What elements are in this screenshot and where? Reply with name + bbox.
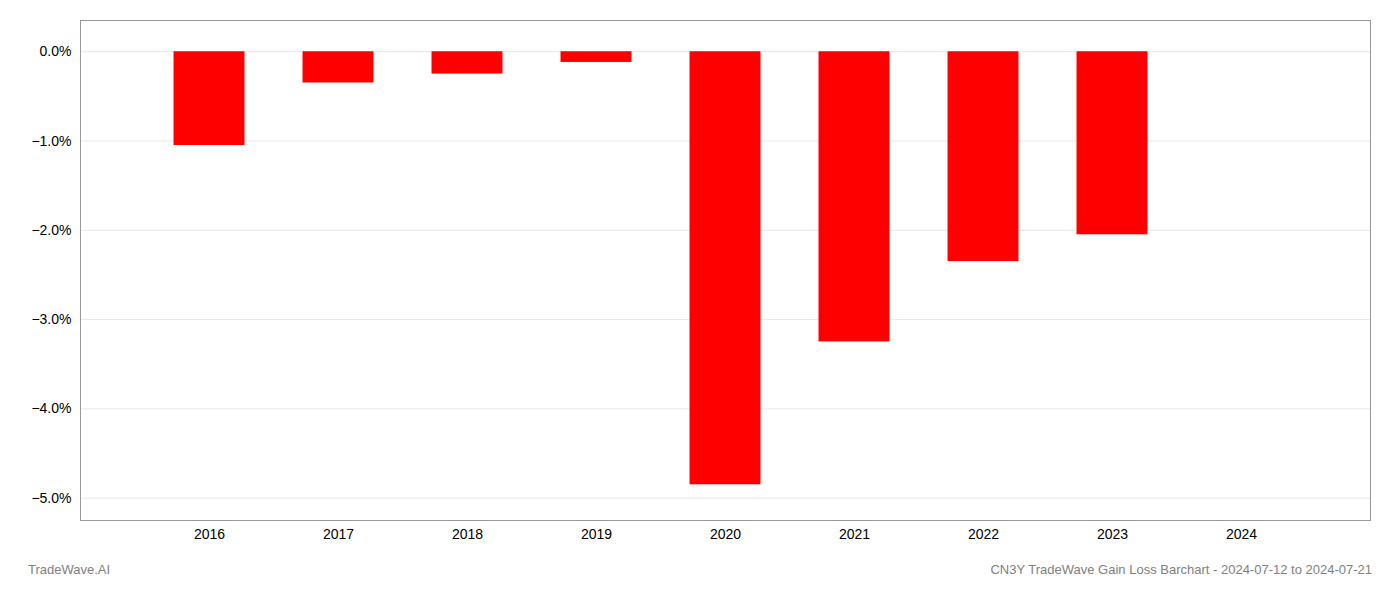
svg-text:2021: 2021 (839, 526, 870, 542)
svg-text:2019: 2019 (581, 526, 612, 542)
svg-text:2024: 2024 (1226, 526, 1257, 542)
svg-text:2016: 2016 (194, 526, 225, 542)
svg-text:2022: 2022 (968, 526, 999, 542)
svg-text:−4.0%: −4.0% (31, 400, 71, 416)
svg-text:−1.0%: −1.0% (31, 133, 71, 149)
svg-text:2018: 2018 (452, 526, 483, 542)
html-text:CN3Y TradeWave Gain Loss Barch: CN3Y TradeWave Gain Loss Barchart - 2024… (990, 562, 1372, 577)
svg-text:−3.0%: −3.0% (31, 311, 71, 327)
svg-text:−2.0%: −2.0% (31, 222, 71, 238)
svg-text:0.0%: 0.0% (40, 43, 72, 59)
svg-text:−5.0%: −5.0% (31, 490, 71, 506)
html-text:TradeWave.AI: TradeWave.AI (28, 562, 111, 577)
svg-text:2023: 2023 (1097, 526, 1128, 542)
svg-text:2020: 2020 (710, 526, 741, 542)
svg-text:2017: 2017 (323, 526, 354, 542)
